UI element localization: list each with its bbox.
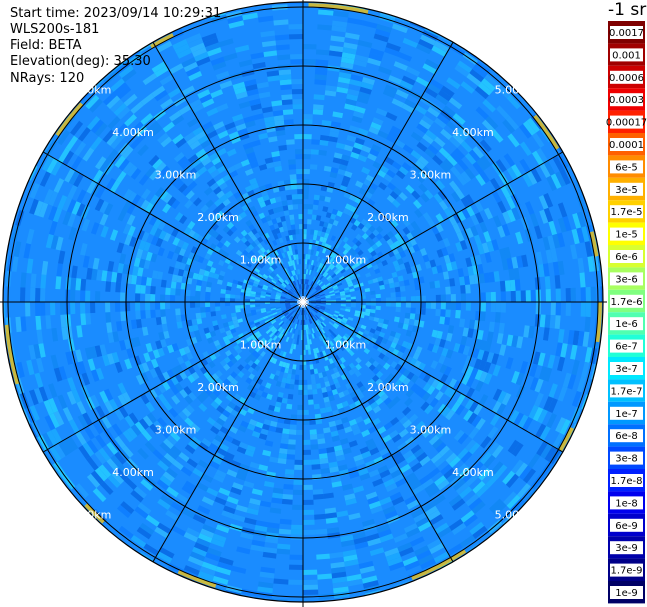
colorbar-label: 3e-6 xyxy=(615,274,638,285)
colorbar-label-bg xyxy=(610,115,643,129)
ring-label: 4.00km xyxy=(452,466,494,479)
colorbar-label: 1.7e-8 xyxy=(610,476,642,487)
ring-label: 3.00km xyxy=(410,169,452,182)
colorbar-label-bg xyxy=(610,384,643,398)
elevation-text: Elevation(deg): 35.30 xyxy=(10,54,151,69)
colorbar-label-bg xyxy=(610,294,643,308)
colorbar-label-bg xyxy=(610,317,643,331)
ring-label: 5.00km xyxy=(495,508,537,521)
colorbar-label: 0.0003 xyxy=(609,95,644,106)
colorbar-label-bg xyxy=(610,93,643,107)
ppi-plot: 1.00km 1.00km 1.00km 1.00km 2.00km 2.00km 2.00… xyxy=(0,0,607,607)
ring-label: 2.00km xyxy=(197,381,239,394)
colorbar-label-bg xyxy=(610,272,643,286)
beta-field-disc xyxy=(3,2,603,602)
ring-label: 5.00km xyxy=(495,84,537,97)
ring-label: 3.00km xyxy=(410,423,452,436)
colorbar-label-bg xyxy=(610,48,643,62)
colorbar-label-bg xyxy=(610,429,643,443)
colorbar-label: 6e-8 xyxy=(615,431,638,442)
start-time-text: Start time: 2023/09/14 10:29:31 xyxy=(10,6,222,21)
colorbar-label-bg xyxy=(610,160,643,174)
colorbar-label: 0.0017 xyxy=(609,28,644,39)
colorbar-label-bg xyxy=(610,451,643,465)
colorbar-label: 0.0001 xyxy=(609,140,644,151)
colorbar-label-bg xyxy=(610,474,643,487)
range-labels: 1.00km 1.00km 1.00km 1.00km 2.00km 2.00km 2.00… xyxy=(70,84,536,522)
colorbar-label: 3e-9 xyxy=(615,543,638,554)
colorbar-label-bg xyxy=(610,339,643,353)
colorbar-label: 0.0006 xyxy=(609,73,644,84)
colorbar-label: 6e-7 xyxy=(615,342,638,353)
colorbar-label: 3e-8 xyxy=(615,454,638,465)
field-text: Field: BETA xyxy=(10,38,82,53)
ring-label: 4.00km xyxy=(112,466,154,479)
ring-label: 4.00km xyxy=(452,126,494,139)
colorbar-label-bg xyxy=(610,250,643,263)
ring-label: 3.00km xyxy=(155,423,197,436)
colorbar-label-bg xyxy=(610,138,643,151)
colorbar-label-bg xyxy=(610,496,643,510)
colorbar-label-bg xyxy=(610,70,643,84)
colorbar-label: 6e-9 xyxy=(615,521,638,532)
ring-label: 1.00km xyxy=(325,338,367,351)
colorbar-label: 6e-6 xyxy=(615,252,638,263)
colorbar-label: 1.7e-9 xyxy=(610,566,642,577)
colorbar-label: 1e-7 xyxy=(615,409,638,420)
colorbar-label: 1e-6 xyxy=(615,319,638,330)
ring-label: 1.00km xyxy=(240,338,282,351)
colorbar-label: 1e-5 xyxy=(615,230,638,241)
ring-label: 3.00km xyxy=(155,169,197,182)
colorbar-label-bg xyxy=(610,205,643,219)
instrument-text: WLS200s-181 xyxy=(10,22,100,37)
ring-label: 2.00km xyxy=(197,211,239,224)
colorbar-label-bg xyxy=(610,362,643,375)
ring-label: 1.00km xyxy=(240,254,282,267)
colorbar-label: 1.7e-5 xyxy=(610,207,642,218)
colorbar-label: 1e-8 xyxy=(615,498,638,509)
ring-label: 2.00km xyxy=(367,211,409,224)
colorbar-label: 0.00017 xyxy=(606,118,647,129)
colorbar-label-bg xyxy=(610,586,643,599)
colorbar-label-bg xyxy=(610,518,643,532)
colorbar-label: 0.001 xyxy=(612,50,641,61)
ring-label: 2.00km xyxy=(367,381,409,394)
colorbar-label: 3e-5 xyxy=(615,185,638,196)
ring-label: 5.00km xyxy=(70,84,112,97)
colorbar-label-bg xyxy=(610,26,643,39)
colorbar-label: 3e-7 xyxy=(615,364,638,375)
colorbar-unit-label: -1 sr xyxy=(608,0,647,20)
colorbar-label-bg xyxy=(610,563,643,577)
colorbar-label: 1.7e-6 xyxy=(610,297,642,308)
colorbar-label: 1e-9 xyxy=(615,588,638,599)
ring-label: 5.00km xyxy=(70,508,112,521)
colorbar-label-bg xyxy=(610,541,643,555)
ring-label: 4.00km xyxy=(112,126,154,139)
colorbar-label: 6e-5 xyxy=(615,162,638,173)
colorbar-label-bg xyxy=(610,182,643,196)
nrays-text: NRays: 120 xyxy=(10,71,85,86)
colorbar-label: 1.7e-7 xyxy=(610,386,642,397)
ring-label: 1.00km xyxy=(325,254,367,267)
range-grid xyxy=(0,0,607,607)
colorbar-label-bg xyxy=(610,227,643,241)
colorbar-label-bg xyxy=(610,406,643,420)
